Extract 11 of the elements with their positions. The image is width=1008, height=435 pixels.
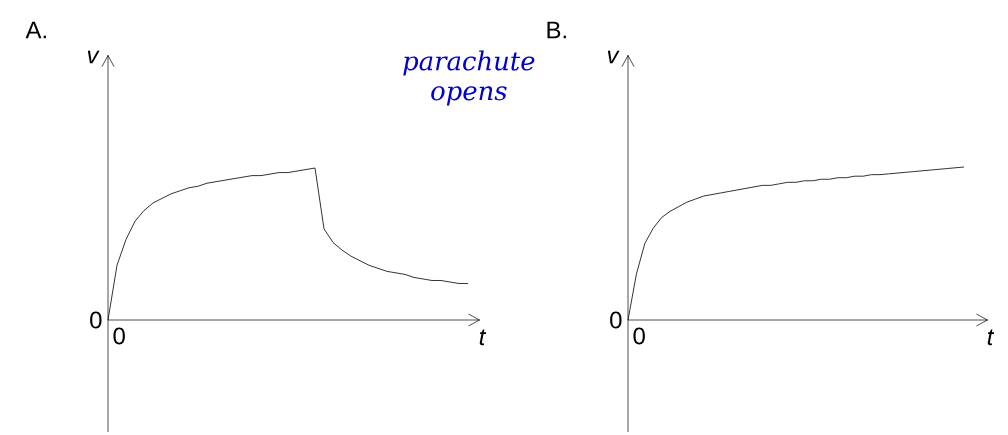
x-axis-title: t — [987, 329, 995, 346]
text: 0 — [113, 327, 125, 345]
y-axis-title: v — [87, 50, 100, 64]
text: 0 — [90, 311, 102, 329]
chart-title: B. — [547, 21, 566, 39]
x-axis-title: t — [479, 329, 487, 346]
text: 0 — [610, 311, 622, 329]
text: 0 — [633, 327, 645, 345]
chart-title: A. — [25, 21, 46, 39]
text: parachute opens — [403, 50, 535, 106]
y-axis-title: v — [607, 50, 620, 64]
